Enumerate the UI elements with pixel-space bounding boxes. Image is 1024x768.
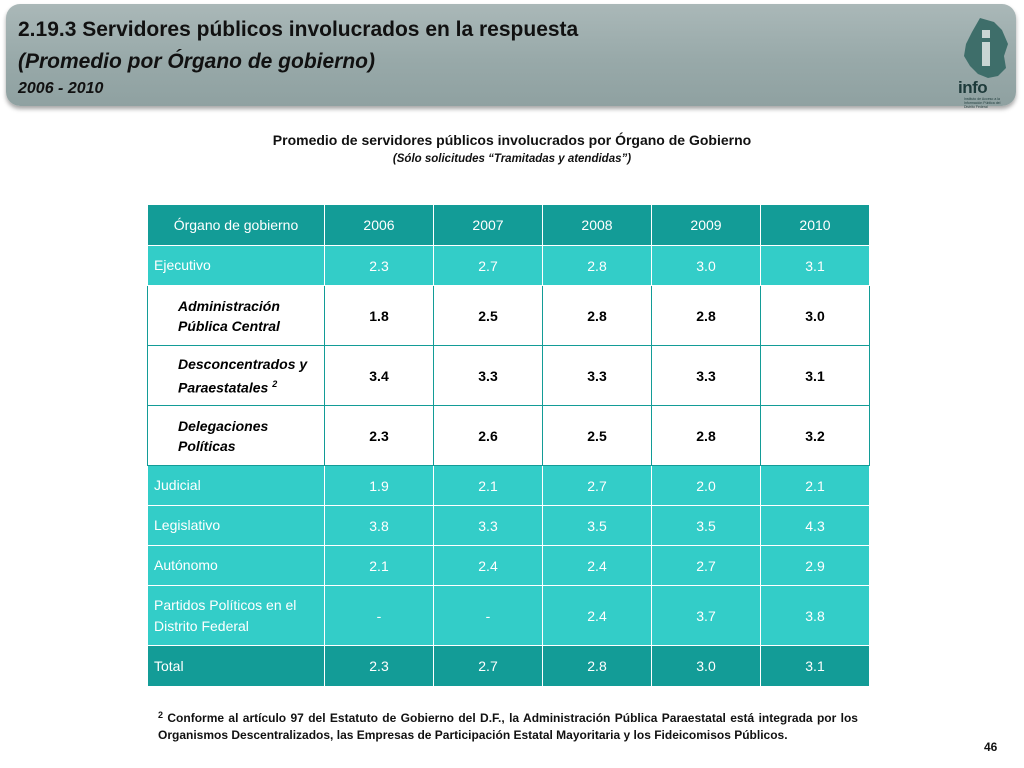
table-cell: 2.4: [542, 545, 652, 586]
column-header: 2006: [324, 204, 434, 246]
table-cell: -: [433, 585, 543, 646]
table-cell: 3.3: [651, 345, 761, 406]
row-label: Legislativo: [147, 505, 325, 546]
table-cell: 2.7: [433, 245, 543, 286]
table-cell: 2.8: [542, 285, 652, 346]
row-label: Partidos Políticos en el Distrito Federa…: [147, 585, 325, 646]
page-number: 46: [984, 740, 998, 754]
table-cell: -: [324, 585, 434, 646]
table-cell: 2.6: [433, 405, 543, 466]
footnote-text: Conforme al artículo 97 del Estatuto de …: [158, 711, 858, 742]
table-cell: 1.9: [324, 465, 434, 506]
table-row: Desconcentrados y Paraestatales 2 3.4 3.…: [147, 345, 870, 406]
table-cell: 4.3: [760, 505, 870, 546]
table-cell: 3.3: [542, 345, 652, 406]
column-header: 2010: [760, 204, 870, 246]
table-cell: 2.9: [760, 545, 870, 586]
table-header-row: Órgano de gobierno 2006 2007 2008 2009 2…: [147, 204, 870, 246]
table-cell: 3.5: [542, 505, 652, 546]
table-row: Delegaciones Políticas 2.3 2.6 2.5 2.8 3…: [147, 405, 870, 466]
table-cell: 3.3: [433, 505, 543, 546]
row-label: Desconcentrados y Paraestatales 2: [147, 345, 325, 406]
table-cell: 2.3: [324, 405, 434, 466]
row-label: Administración Pública Central: [147, 285, 325, 346]
table-cell: 2.4: [542, 585, 652, 646]
table-cell: 2.3: [324, 645, 434, 687]
table-cell: 2.8: [542, 245, 652, 286]
info-logo-icon: [964, 18, 1008, 78]
table-cell: 3.8: [324, 505, 434, 546]
table-cell: 3.2: [760, 405, 870, 466]
table-cell: 2.5: [433, 285, 543, 346]
table-cell: 3.0: [651, 645, 761, 687]
table-cell: 2.7: [542, 465, 652, 506]
table-cell: 1.8: [324, 285, 434, 346]
table-cell: 2.8: [542, 645, 652, 687]
column-header: 2009: [651, 204, 761, 246]
table-cell: 2.1: [760, 465, 870, 506]
table-cell: 3.4: [324, 345, 434, 406]
title-banner: 2.19.3 Servidores públicos involucrados …: [6, 4, 1016, 109]
table-cell: 2.1: [324, 545, 434, 586]
table-row: Partidos Políticos en el Distrito Federa…: [147, 585, 870, 646]
table-cell: 3.8: [760, 585, 870, 646]
row-label: Ejecutivo: [147, 245, 325, 286]
column-header: 2008: [542, 204, 652, 246]
footnote-ref: 2: [158, 710, 164, 720]
table-note: (Sólo solicitudes “Tramitadas y atendida…: [392, 153, 632, 165]
row-label: Total: [147, 645, 325, 687]
table-row: Judicial 1.9 2.1 2.7 2.0 2.1: [147, 465, 870, 506]
table-cell: 2.8: [651, 285, 761, 346]
page-title: 2.19.3 Servidores públicos involucrados …: [18, 18, 579, 41]
logo-text: info: [958, 78, 988, 97]
table-cell: 2.7: [433, 645, 543, 687]
table-cell: 3.3: [433, 345, 543, 406]
table-cell: 3.0: [760, 285, 870, 346]
table-title: Promedio de servidores públicos involucr…: [272, 132, 752, 148]
row-label-text: Desconcentrados y Paraestatales: [178, 355, 308, 396]
table-cell: 2.1: [433, 465, 543, 506]
row-label: Autónomo: [147, 545, 325, 586]
table-row: Administración Pública Central 1.8 2.5 2…: [147, 285, 870, 346]
column-header: Órgano de gobierno: [147, 204, 325, 246]
page-years: 2006 - 2010: [18, 80, 104, 97]
table-cell: 2.7: [651, 545, 761, 586]
table-row: Legislativo 3.8 3.3 3.5 3.5 4.3: [147, 505, 870, 546]
table-cell: 3.1: [760, 645, 870, 687]
table-cell: 2.5: [542, 405, 652, 466]
table-cell: 3.0: [651, 245, 761, 286]
table-row: Autónomo 2.1 2.4 2.4 2.7 2.9: [147, 545, 870, 586]
table-row: Ejecutivo 2.3 2.7 2.8 3.0 3.1: [147, 245, 870, 286]
footnote-ref: 2: [272, 378, 278, 389]
table-cell: 2.8: [651, 405, 761, 466]
column-header: 2007: [433, 204, 543, 246]
data-table: Órgano de gobierno 2006 2007 2008 2009 2…: [147, 204, 870, 687]
footnote: 2 Conforme al artículo 97 del Estatuto d…: [158, 707, 858, 744]
table-cell: 3.7: [651, 585, 761, 646]
table-row-total: Total 2.3 2.7 2.8 3.0 3.1: [147, 645, 870, 687]
table-cell: 3.5: [651, 505, 761, 546]
row-label: Delegaciones Políticas: [147, 405, 325, 466]
logo-small-text: Instituto de Acceso a la Información Púb…: [964, 97, 1001, 109]
table-cell: 3.1: [760, 245, 870, 286]
table-cell: 2.4: [433, 545, 543, 586]
page-subtitle: (Promedio por Órgano de gobierno): [18, 50, 375, 73]
row-label: Judicial: [147, 465, 325, 506]
table-cell: 3.1: [760, 345, 870, 406]
table-cell: 2.0: [651, 465, 761, 506]
table-cell: 2.3: [324, 245, 434, 286]
